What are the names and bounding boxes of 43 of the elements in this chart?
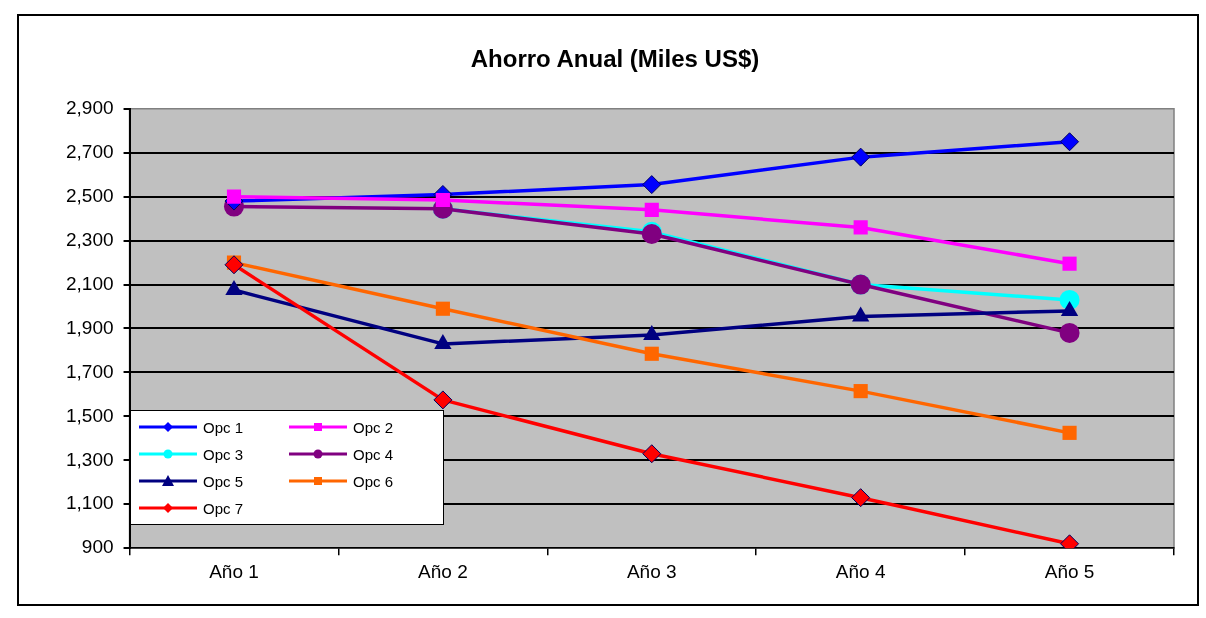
point: [224, 255, 244, 275]
point: [1062, 256, 1077, 271]
y-tick-label: 1,900: [66, 316, 114, 338]
y-tick-label: 1,700: [66, 360, 114, 382]
point: [433, 390, 453, 410]
y-tick-label: 2,300: [66, 228, 114, 250]
y-tick-label: 1,500: [66, 404, 114, 426]
y-tick-label: 900: [81, 536, 114, 558]
point: [225, 280, 243, 296]
point: [1062, 425, 1077, 440]
point: [1060, 132, 1080, 152]
legend-label: Opc 3: [203, 445, 244, 463]
point: [435, 192, 450, 208]
x-tick-label: Año 4: [835, 560, 886, 582]
point: [851, 147, 871, 167]
legend-label: Opc 4: [353, 445, 394, 463]
point: [851, 488, 871, 508]
point: [644, 202, 659, 217]
x-tick-label: Año 3: [626, 560, 677, 582]
x-tick-label: Año 2: [418, 560, 468, 582]
point: [642, 175, 662, 195]
legend-label: Opc 1: [203, 418, 244, 436]
point: [642, 444, 662, 464]
point: [853, 384, 868, 399]
point: [644, 346, 659, 361]
point: [226, 189, 242, 204]
legend-label: Opc 6: [353, 472, 394, 490]
y-tick-label: 2,700: [66, 140, 114, 162]
chart-title: Ahorro Anual (Miles US$): [470, 45, 760, 73]
x-tick-label: Año 5: [1044, 560, 1095, 582]
y-tick-label: 2,500: [66, 184, 114, 206]
point: [1059, 322, 1080, 343]
legend-label: Opc 2: [353, 418, 394, 436]
legend-label: Opc 5: [203, 472, 244, 490]
point: [435, 301, 450, 316]
legend-label: Opc 7: [203, 499, 244, 517]
x-tick-label: Año 1: [209, 560, 259, 582]
y-tick-label: 1,300: [66, 448, 114, 470]
y-tick-label: 2,900: [66, 97, 114, 119]
point: [853, 220, 868, 235]
point: [643, 325, 661, 341]
y-tick-label: 2,100: [66, 272, 114, 294]
y-tick-label: 1,100: [66, 492, 114, 514]
